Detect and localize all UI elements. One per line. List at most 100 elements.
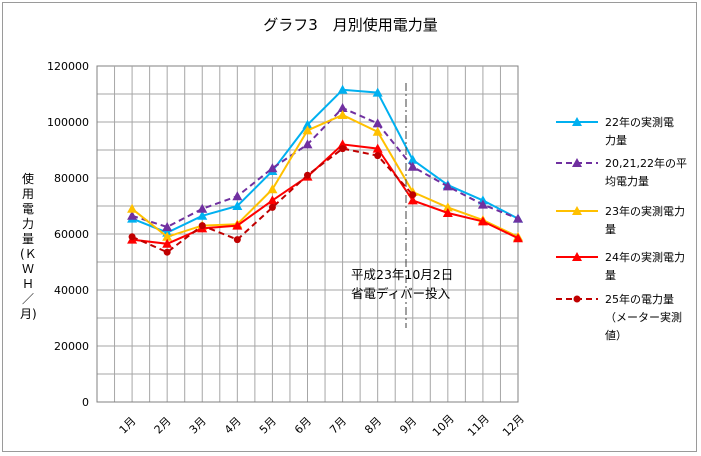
x-tick-label: 8月 xyxy=(362,415,384,437)
data-point xyxy=(407,161,418,171)
data-point xyxy=(477,199,488,209)
legend-label: 25年の電力量 xyxy=(605,292,674,306)
legend-label: 均電力量 xyxy=(605,175,649,188)
legend-swatch-marker xyxy=(572,117,582,126)
legend: 22年の実測電力量20,21,22年の平均電力量23年の実測電力量24年の実測電… xyxy=(556,115,687,342)
x-tick-label: 1月 xyxy=(117,415,139,437)
legend-label: 量 xyxy=(605,269,616,282)
data-point xyxy=(162,231,173,241)
x-tick-label: 5月 xyxy=(257,415,279,437)
data-point xyxy=(304,171,311,179)
data-point xyxy=(232,201,243,210)
x-tick-label: 11月 xyxy=(465,412,492,439)
data-point xyxy=(127,203,138,213)
data-point xyxy=(197,210,208,220)
data-point xyxy=(267,184,278,194)
data-point xyxy=(232,220,243,230)
chart-title: グラフ3 月別使用電力量 xyxy=(263,16,438,34)
legend-swatch-marker xyxy=(573,295,581,303)
x-tick-label: 10月 xyxy=(430,412,457,439)
data-point xyxy=(442,208,453,217)
data-point xyxy=(442,181,453,191)
series-line xyxy=(131,106,519,229)
data-point xyxy=(302,139,313,149)
y-axis-label: 使用電力量(ＫＷＨ／月) xyxy=(20,172,37,321)
data-point xyxy=(372,87,383,97)
data-point xyxy=(372,126,383,136)
series-2 xyxy=(127,103,523,231)
data-point xyxy=(374,152,382,160)
series-line xyxy=(131,88,519,234)
data-point xyxy=(477,216,488,226)
legend-label: 22年の実測電 xyxy=(605,115,674,129)
legend-label: 24年の実測電力 xyxy=(605,250,685,264)
y-axis-ticks: 0 20000 40000 60000 80000 100000 120000 xyxy=(47,60,89,409)
y-tick-label: 20000 xyxy=(54,340,89,353)
data-point xyxy=(302,125,313,135)
data-point xyxy=(337,103,348,112)
data-point xyxy=(513,233,523,243)
data-point xyxy=(233,236,241,244)
data-point xyxy=(267,163,278,173)
data-point xyxy=(337,84,348,94)
x-tick-label: 4月 xyxy=(222,415,244,437)
x-tick-label: 7月 xyxy=(327,415,349,437)
legend-swatch-marker xyxy=(572,158,582,167)
legend-label: （メーター実測 xyxy=(605,310,682,324)
data-point xyxy=(127,210,138,220)
data-point xyxy=(162,238,173,248)
data-point xyxy=(407,154,418,164)
data-point xyxy=(198,222,206,230)
x-tick-label: 3月 xyxy=(187,415,209,437)
legend-label: 23年の実測電力 xyxy=(605,204,685,218)
data-point xyxy=(128,233,136,241)
data-point xyxy=(268,203,276,211)
annotation-text: 平成23年10月2日 xyxy=(351,267,453,282)
y-tick-label: 100000 xyxy=(47,116,89,129)
y-tick-label: 60000 xyxy=(54,228,89,241)
data-point xyxy=(232,191,243,201)
series-line xyxy=(131,113,519,238)
x-axis-ticks: 1月 2月 3月 4月 5月 6月 7月 8月 9月 10月 11月 12月 xyxy=(117,412,527,439)
series-layer xyxy=(127,84,523,256)
x-tick-label: 9月 xyxy=(397,415,419,437)
legend-label: 20,21,22年の平 xyxy=(605,156,687,170)
x-tick-label: 6月 xyxy=(292,415,314,437)
series-line xyxy=(131,147,414,254)
y-tick-label: 120000 xyxy=(47,60,89,73)
data-point xyxy=(339,145,347,153)
data-point xyxy=(162,222,173,231)
y-tick-label: 40000 xyxy=(54,284,89,297)
data-point xyxy=(337,110,348,119)
data-point xyxy=(409,191,417,199)
data-point xyxy=(442,202,453,212)
y-tick-label: 80000 xyxy=(54,172,89,185)
data-point xyxy=(407,195,418,205)
annotation-text: 省電ディバー投入 xyxy=(351,286,451,301)
gridlines xyxy=(96,65,519,403)
data-point xyxy=(513,213,523,223)
data-point xyxy=(302,119,313,129)
data-point xyxy=(267,195,278,205)
series-5 xyxy=(128,145,417,256)
legend-swatch-marker xyxy=(572,252,582,261)
y-tick-label: 0 xyxy=(82,396,89,409)
legend-label: 力量 xyxy=(605,134,627,147)
data-point xyxy=(163,248,171,256)
legend-label: 量 xyxy=(605,223,616,236)
legend-swatch-marker xyxy=(572,206,582,215)
data-point xyxy=(372,143,383,153)
x-tick-label: 2月 xyxy=(152,415,174,437)
data-point xyxy=(372,118,383,128)
data-point xyxy=(337,139,348,149)
data-point xyxy=(197,203,208,213)
legend-label: 値） xyxy=(605,329,627,342)
x-tick-label: 12月 xyxy=(500,412,527,439)
